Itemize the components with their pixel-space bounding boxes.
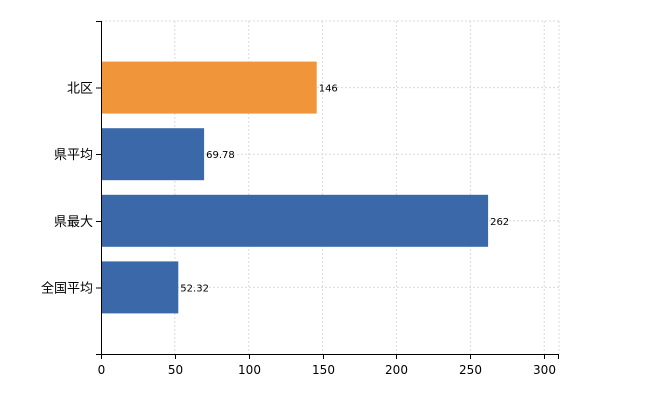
category-label: 北区 — [67, 82, 93, 97]
bar — [101, 194, 489, 247]
x-tick-label: 300 — [533, 363, 556, 377]
category-label: 全国平均 — [41, 280, 93, 296]
bar — [101, 61, 317, 114]
category-label: 県平均 — [54, 148, 93, 163]
data-label: 146 — [319, 84, 338, 95]
category-label: 県最大 — [54, 215, 93, 230]
x-tick-label: 150 — [312, 363, 335, 377]
bar — [101, 128, 205, 181]
x-tick-label: 50 — [168, 363, 183, 377]
x-tick-label: 100 — [238, 363, 261, 377]
data-label: 262 — [490, 217, 509, 228]
bars — [101, 61, 489, 314]
x-tick-label: 0 — [98, 363, 106, 377]
bar — [101, 261, 179, 314]
x-tick-label: 200 — [385, 363, 408, 377]
data-label: 52.32 — [180, 283, 209, 294]
data-label: 69.78 — [206, 150, 235, 161]
x-tick-label: 250 — [459, 363, 482, 377]
axes — [96, 21, 559, 359]
